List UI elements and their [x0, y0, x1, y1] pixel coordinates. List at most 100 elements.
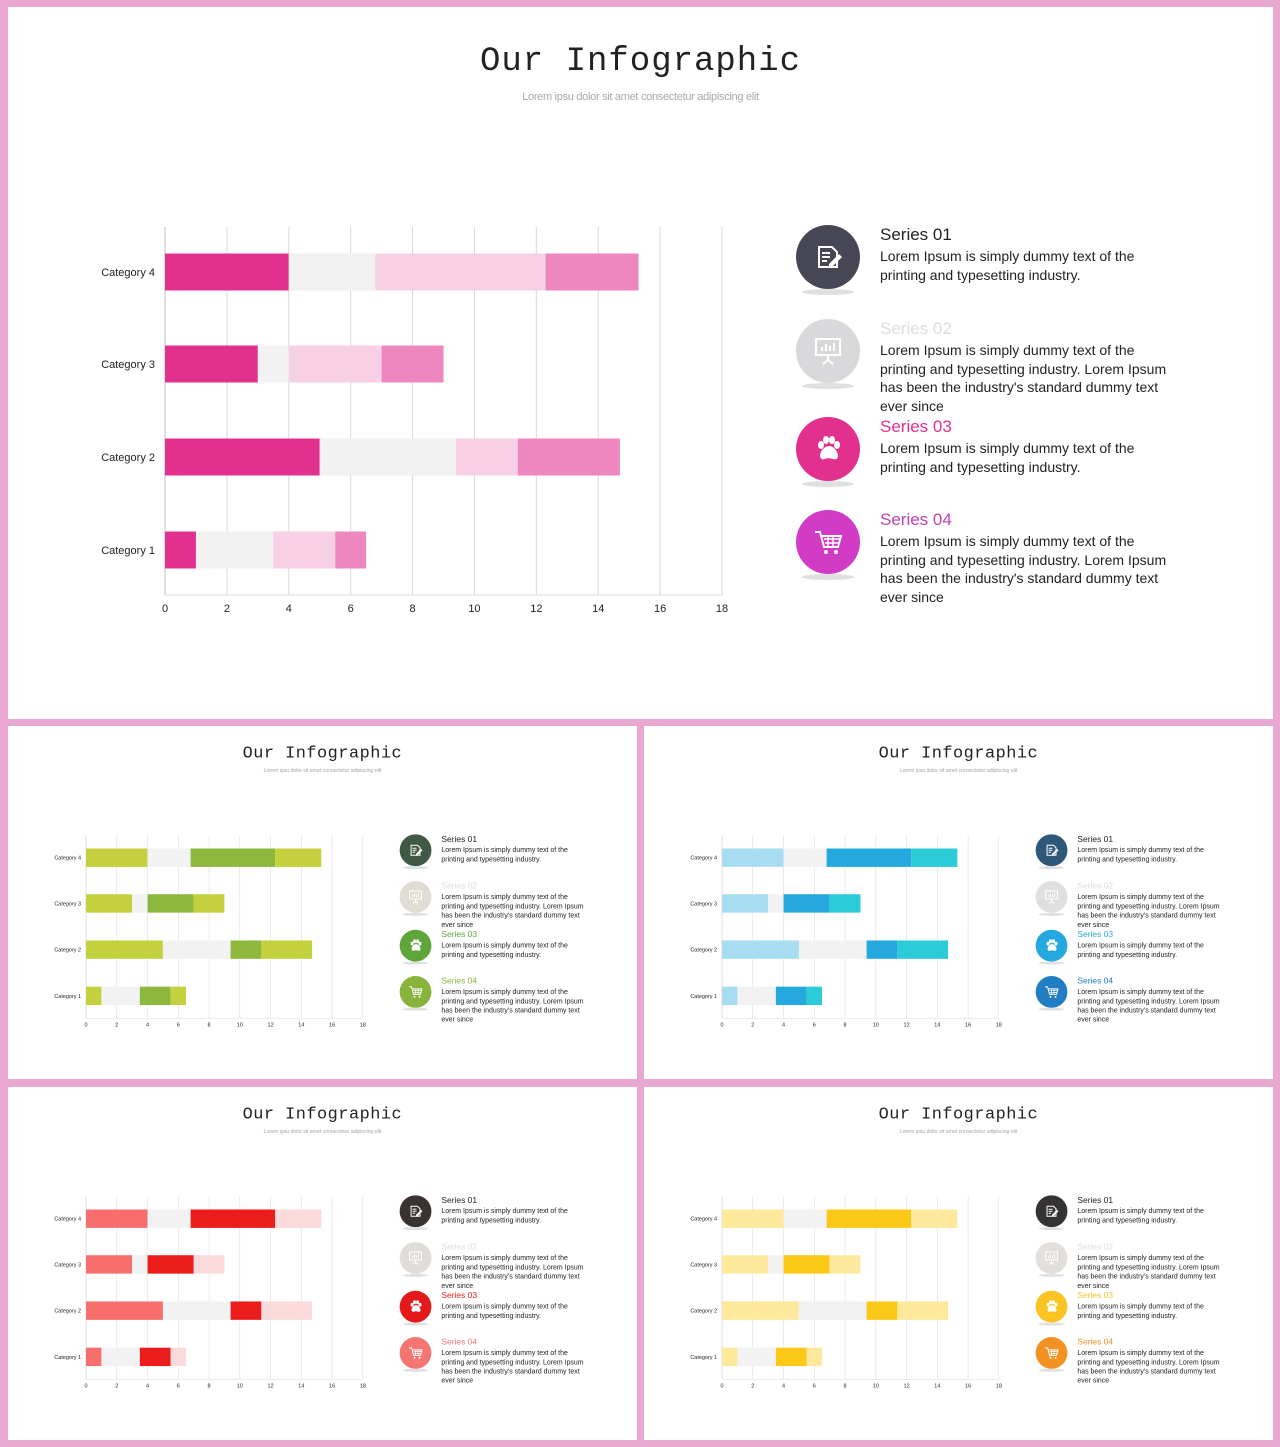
legend-text: Series 04 Lorem Ipsum is simply dummy tex…: [441, 1337, 590, 1385]
icon-shadow: [1038, 912, 1065, 916]
document-edit-icon: [1035, 1195, 1068, 1228]
slide-green: Our Infographic Lorem ipsu dolor sit amet…: [8, 726, 637, 1079]
series-description: Lorem Ipsum is simply dummy text of the …: [441, 1253, 584, 1290]
bar-segment: [911, 1209, 958, 1228]
bar-segment: [826, 848, 912, 867]
x-tick-label: 12: [530, 603, 542, 615]
document-edit-icon: [399, 1195, 432, 1228]
x-tick-label: 8: [844, 1384, 847, 1390]
category-label: Category 3: [690, 901, 717, 907]
bar-segment: [783, 1209, 827, 1228]
x-tick-label: 14: [298, 1384, 304, 1390]
series-description: Lorem Ipsum is simply dummy text of the …: [1077, 1348, 1220, 1384]
x-tick-label: 6: [348, 603, 354, 615]
bar-segment: [722, 1209, 784, 1228]
bar-segment: [545, 253, 639, 291]
x-tick-label: 2: [115, 1023, 118, 1029]
x-tick-label: 2: [224, 603, 230, 615]
bar-segment: [273, 531, 336, 569]
legend-text: Series 03 Lorem Ipsum is simply dummy tex…: [441, 1291, 590, 1320]
series-name: Series 01: [441, 834, 478, 844]
x-tick-label: 8: [409, 603, 415, 615]
presentation-board-icon: [399, 1242, 432, 1274]
x-tick-label: 10: [873, 1023, 879, 1029]
series-description: Lorem Ipsum is simply dummy text of the …: [441, 1348, 584, 1384]
x-tick-label: 6: [813, 1023, 816, 1029]
legend-text: Series 01 Lorem Ipsum is simply dummy tex…: [880, 225, 1180, 284]
bar-chart: 0 2 4 6 8 10 12 14 16 18 Category 1 Category 2 Categ…: [101, 227, 728, 615]
x-tick-label: 10: [873, 1384, 879, 1390]
series-description: Lorem Ipsum is simply dummy text of the …: [880, 440, 1135, 475]
x-tick-label: 16: [965, 1384, 971, 1390]
shopping-cart-icon: [399, 975, 432, 1008]
bar-segment: [866, 1301, 898, 1320]
bar-segment: [86, 1301, 163, 1320]
series-name: Series 02: [880, 319, 952, 338]
bar-segment: [737, 1347, 776, 1367]
bar-segment: [193, 1255, 225, 1274]
bar-segment: [147, 894, 194, 913]
x-tick-label: 4: [782, 1023, 785, 1029]
bar-segment: [86, 1347, 102, 1367]
series-name: Series 04: [441, 975, 478, 986]
bar-segment: [866, 940, 898, 959]
icon-shadow: [1038, 1368, 1065, 1372]
bar-segment: [190, 1209, 276, 1228]
x-tick-label: 4: [782, 1384, 785, 1390]
bar-segment: [132, 1255, 148, 1274]
bar-segment: [288, 253, 376, 291]
x-tick-label: 14: [592, 603, 604, 615]
icon-shadow: [1038, 961, 1065, 965]
category-label: Category 2: [54, 1309, 81, 1315]
series-description: Lorem Ipsum is simply dummy text of the …: [441, 1302, 568, 1320]
series-description: Lorem Ipsum is simply dummy text of the …: [1077, 892, 1220, 929]
bar-segment: [897, 1301, 949, 1320]
document-edit-icon: [399, 834, 432, 867]
bar-segment: [147, 848, 191, 867]
x-tick-label: 14: [298, 1023, 304, 1029]
icon-shadow: [1038, 1322, 1065, 1326]
category-label: Category 4: [690, 856, 717, 862]
bar-segment: [722, 1347, 738, 1367]
x-tick-label: 4: [146, 1023, 149, 1029]
bar-segment: [230, 1301, 262, 1320]
slide-subtitle: Lorem ipsu dolor sit amet consectetur ad…: [899, 767, 1018, 774]
legend-text: Series 03 Lorem Ipsum is simply dummy tex…: [1077, 930, 1226, 959]
icon-shadow: [402, 961, 429, 965]
shopping-cart-icon: [1035, 975, 1068, 1008]
bar-segment: [86, 1255, 133, 1274]
bar-segment: [288, 345, 382, 383]
bar-segment: [335, 531, 367, 569]
series-name: Series 04: [1077, 975, 1114, 986]
category-label: Category 2: [690, 1309, 717, 1315]
bar-segment: [195, 531, 274, 569]
x-tick-label: 12: [268, 1384, 274, 1390]
legend-text: Series 04 Lorem Ipsum is simply dummy tex…: [1077, 976, 1226, 1024]
series-name: Series 01: [441, 1195, 478, 1205]
bar-segment: [101, 1347, 140, 1367]
bar-segment: [775, 1347, 807, 1367]
legend-text: Series 01 Lorem Ipsum is simply dummy tex…: [1077, 1195, 1226, 1224]
x-tick-label: 18: [996, 1384, 1002, 1390]
series-name: Series 03: [441, 929, 478, 940]
slide-blue: Our Infographic Lorem ipsu dolor sit amet…: [644, 726, 1273, 1079]
category-label: Category 1: [101, 545, 155, 557]
category-label: Category 3: [101, 359, 155, 371]
bar-chart: 0 2 4 6 8 10 12 14 16 18 Category 1 Category 2 Categ…: [54, 835, 366, 1029]
bar-segment: [783, 894, 830, 913]
series-description: Lorem Ipsum is simply dummy text of the …: [1077, 987, 1220, 1023]
bar-segment: [783, 1255, 830, 1274]
bar-segment: [86, 940, 163, 959]
bar-segment: [798, 940, 867, 959]
category-label: Category 2: [690, 948, 717, 954]
category-label: Category 1: [690, 994, 717, 1000]
series-name: Series 02: [1077, 881, 1114, 891]
shopping-cart-icon: [399, 1336, 432, 1369]
legend-text: Series 02 Lorem Ipsum is simply dummy tex…: [441, 1242, 590, 1290]
x-tick-label: 0: [721, 1384, 724, 1390]
category-label: Category 4: [690, 1217, 717, 1223]
slide-subtitle: Lorem ipsu dolor sit amet consectetur ad…: [263, 767, 382, 774]
x-tick-label: 16: [329, 1023, 335, 1029]
slide-title: Our Infographic: [242, 743, 403, 763]
bar-segment: [517, 438, 620, 476]
